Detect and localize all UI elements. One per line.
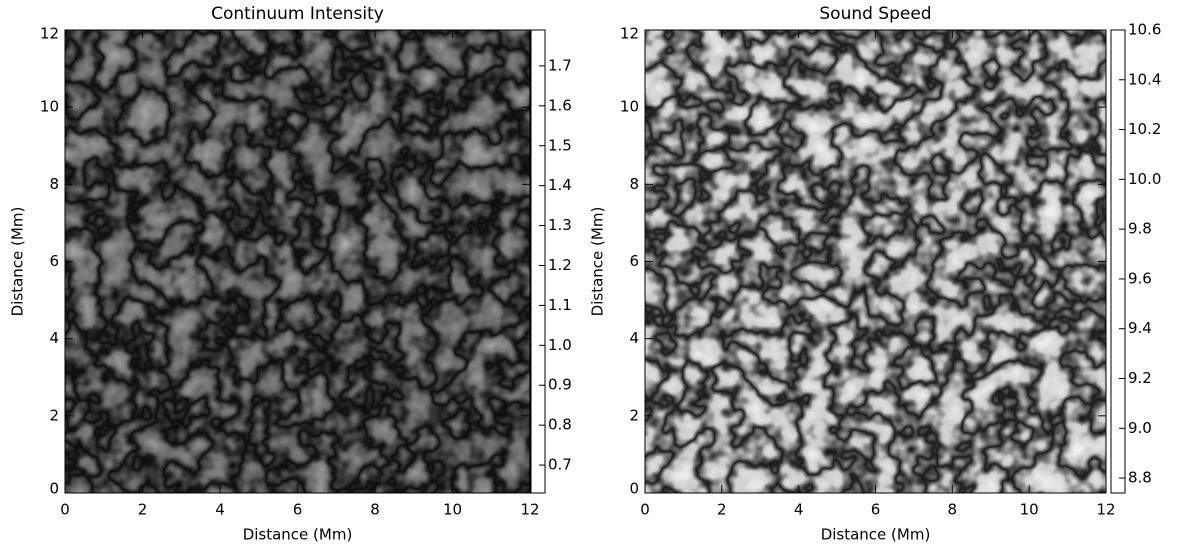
y-tick-label: 0 <box>49 480 59 498</box>
y-tick-label: 12 <box>620 25 639 43</box>
y-tick-label: 4 <box>629 329 639 347</box>
colorbar <box>1110 29 1126 494</box>
colorbar-tick-label: 0.7 <box>548 456 572 474</box>
y-tick-label: 2 <box>49 406 59 424</box>
y-tick-label: 10 <box>40 98 59 116</box>
x-tick-label: 4 <box>794 501 804 519</box>
y-tick-label: 6 <box>629 252 639 270</box>
colorbar-tick-label: 10.4 <box>1128 70 1161 88</box>
colorbar-tick-label: 10.2 <box>1128 120 1161 138</box>
x-tick-label: 2 <box>138 501 148 519</box>
colorbar-tick-label: 0.9 <box>548 376 572 394</box>
x-axis-label: Distance (Mm) <box>821 526 931 544</box>
y-tick-label: 0 <box>629 480 639 498</box>
y-tick-label: 6 <box>49 252 59 270</box>
y-tick-label: 4 <box>49 329 59 347</box>
x-tick-label: 0 <box>60 501 70 519</box>
y-tick-label: 8 <box>49 175 59 193</box>
y-axis-label: Distance (Mm) <box>9 207 27 317</box>
colorbar-tick-label: 8.8 <box>1128 469 1152 487</box>
x-tick-label: 12 <box>1096 501 1115 519</box>
intensity-image <box>65 30 530 493</box>
y-tick-label: 8 <box>629 175 639 193</box>
x-tick-label: 2 <box>717 501 727 519</box>
colorbar-tick-label: 1.5 <box>548 136 572 154</box>
y-axis-label: Distance (Mm) <box>589 207 607 317</box>
x-tick-label: 8 <box>370 501 380 519</box>
chart-title: Sound Speed <box>819 4 931 24</box>
x-tick-label: 0 <box>640 501 650 519</box>
colorbar-tick-label: 9.6 <box>1128 269 1152 287</box>
x-tick-label: 12 <box>520 501 539 519</box>
colorbar-tick-label: 1.7 <box>548 56 572 74</box>
colorbar <box>530 29 546 494</box>
colorbar-tick-label: 9.0 <box>1128 419 1152 437</box>
x-tick-label: 6 <box>871 501 881 519</box>
x-tick-label: 8 <box>948 501 958 519</box>
x-axis-label: Distance (Mm) <box>243 526 353 544</box>
x-tick-label: 6 <box>293 501 303 519</box>
colorbar-tick-label: 10.0 <box>1128 170 1161 188</box>
y-tick-label: 10 <box>620 98 639 116</box>
colorbar-tick-label: 1.6 <box>548 96 572 114</box>
colorbar-tick-label: 9.4 <box>1128 319 1152 337</box>
colorbar-tick-label: 10.6 <box>1128 21 1161 39</box>
colorbar-tick-label: 9.8 <box>1128 220 1152 238</box>
colorbar-tick-label: 1.4 <box>548 176 572 194</box>
x-tick-label: 4 <box>215 501 225 519</box>
intensity-image <box>645 30 1106 493</box>
colorbar-tick-label: 1.3 <box>548 216 572 234</box>
y-tick-label: 12 <box>40 25 59 43</box>
colorbar-tick-label: 1.1 <box>548 296 572 314</box>
colorbar-tick-label: 1.0 <box>548 336 572 354</box>
colorbar-tick-label: 9.2 <box>1128 369 1152 387</box>
colorbar-tick-label: 1.2 <box>548 256 572 274</box>
x-tick-label: 10 <box>443 501 462 519</box>
chart-title: Continuum Intensity <box>211 4 384 24</box>
x-tick-label: 10 <box>1020 501 1039 519</box>
y-tick-label: 2 <box>629 406 639 424</box>
colorbar-tick-label: 0.8 <box>548 416 572 434</box>
